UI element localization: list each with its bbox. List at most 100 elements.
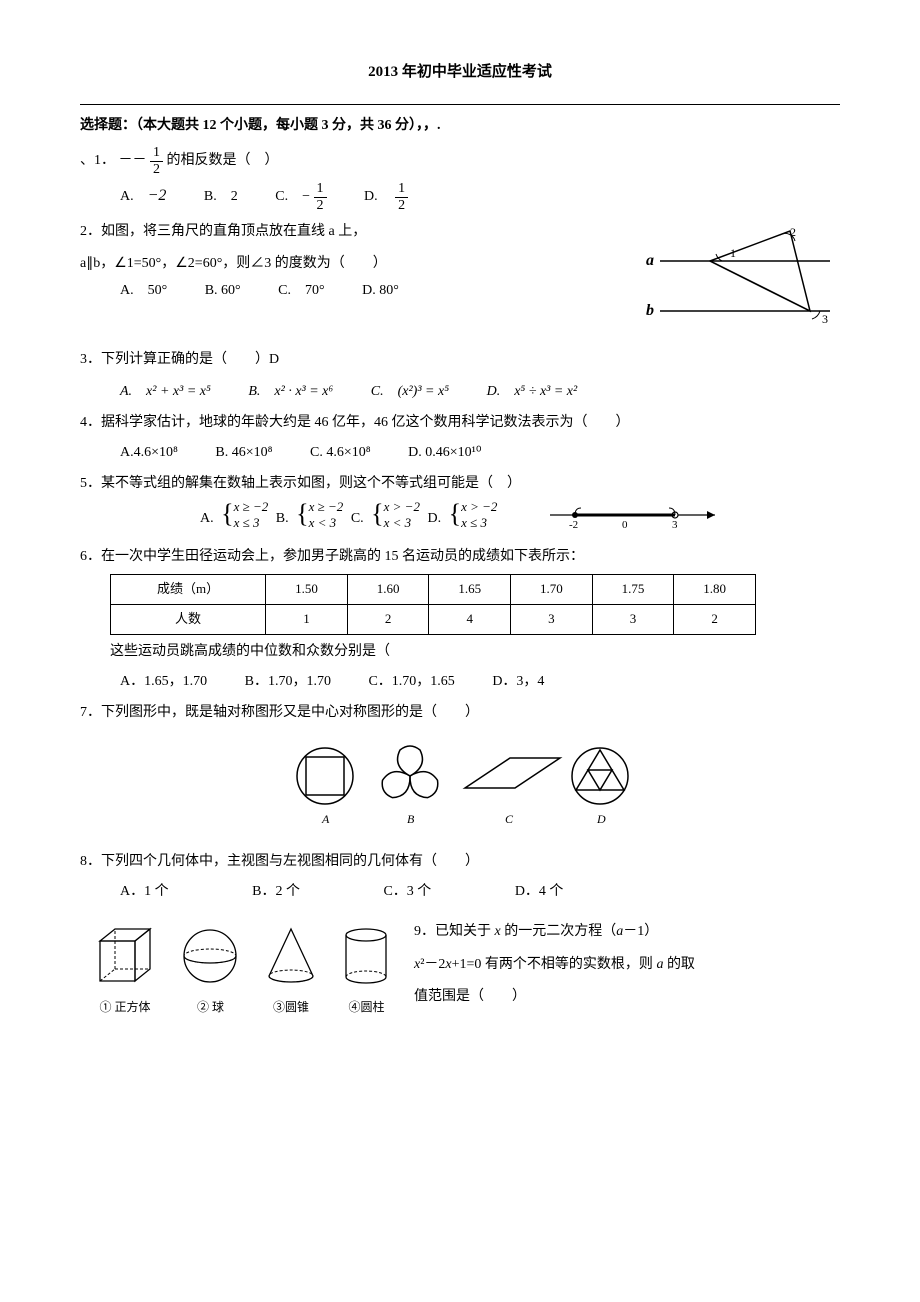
solid-cylinder: ④圆柱	[339, 921, 394, 1016]
q1-frac-num: 1	[150, 145, 163, 161]
section-intro: 选择题：（本大题共 12 个小题，每小题 3 分，共 36 分），，.	[80, 115, 840, 137]
title-rule	[80, 104, 840, 105]
q9l1a: 9．已知关于	[414, 924, 495, 939]
nl-a: -2	[569, 519, 578, 530]
nl-c: 3	[672, 519, 678, 530]
q8-opt-c: C．3 个	[383, 881, 431, 903]
question-4: 4．据科学家估计，地球的年龄大约是 46 亿年，46 亿这个数用科学记数法表示为…	[80, 412, 840, 465]
solid3-label: ③圆锥	[261, 998, 321, 1017]
r2: 2	[347, 605, 429, 635]
q5-sys-d: { x > −2x ≤ 3	[449, 499, 498, 530]
table-row: 成绩（m） 1.50 1.60 1.65 1.70 1.75 1.80	[111, 575, 756, 605]
q4-opt-d: D. 0.46×10¹⁰	[408, 442, 481, 464]
q8-opt-d: D．4 个	[515, 881, 564, 903]
q4-opt-c: C. 4.6×10⁸	[310, 442, 371, 464]
q5-sys-c: { x > −2x < 3	[371, 499, 420, 530]
question-2: 2．如图，将三角尺的直角顶点放在直线 a 上， a∥b，∠1=50°，∠2=60…	[80, 221, 840, 341]
q1-options: A. −2 B. 2 C. − 1 2 D. 1 2	[120, 181, 840, 213]
q8-solids: ① 正方体 ② 球 ③圆锥	[90, 921, 394, 1016]
q7-ld: D	[596, 812, 606, 826]
solid1-label: ① 正方体	[90, 998, 160, 1017]
intro-text: 选择题：（本大题共 12 个小题，每小题 3 分，共 36 分），，.	[80, 118, 441, 133]
nl-b: 0	[622, 519, 628, 530]
q8-options: A．1 个 B．2 个 C．3 个 D．4 个	[120, 881, 840, 903]
q6-stem: 6．在一次中学生田径运动会上，参加男子跳高的 15 名运动员的成绩如下表所示：	[80, 546, 840, 568]
q7-lc: C	[505, 812, 514, 826]
q8-opt-b: B．2 个	[252, 881, 300, 903]
q7-lb: B	[407, 812, 415, 826]
q2-b-label: b	[646, 302, 654, 319]
q6-opt-b: B．1.70，1.70	[245, 671, 331, 693]
question-5: 5．某不等式组的解集在数轴上表示如图，则这个不等式组可能是（ ） A. { x …	[80, 473, 840, 539]
q5a1: x ≥ −2	[234, 499, 269, 515]
th6: 1.80	[674, 575, 756, 605]
q1-frac: 1 2	[150, 145, 163, 177]
q5c2: x < 3	[384, 515, 420, 531]
q1-opt-b: B. 2	[204, 186, 238, 208]
q1c-pre: C. −	[275, 189, 310, 204]
th4: 1.70	[511, 575, 593, 605]
q3-stem: 3．下列计算正确的是（ ）D	[80, 349, 840, 371]
q1d-den: 2	[395, 198, 408, 213]
q2-line1: 2．如图，将三角尺的直角顶点放在直线 a 上，	[80, 221, 640, 243]
q7-la: A	[321, 812, 330, 826]
q1-stem-a: －－	[119, 154, 147, 169]
question-1: 、1． －－ 1 2 的相反数是（ ） A. −2 B. 2 C. − 1 2 …	[80, 145, 840, 213]
solid-cube: ① 正方体	[90, 921, 160, 1016]
q6-opt-d: D．3，4	[492, 671, 544, 693]
q1a-val: −2	[148, 187, 167, 204]
th0: 成绩（m）	[111, 575, 266, 605]
solid2-label: ② 球	[178, 998, 243, 1017]
q6-table: 成绩（m） 1.50 1.60 1.65 1.70 1.75 1.80 人数 1…	[110, 574, 756, 635]
q1-opt-c: C. − 1 2	[275, 181, 326, 213]
q5-ld: D.	[427, 511, 441, 526]
q2-ang1-label: 1	[730, 246, 736, 260]
r0: 人数	[111, 605, 266, 635]
q2-opt-a: A. 50°	[120, 280, 167, 302]
q5-numberline: -2 0 3	[545, 500, 725, 538]
q9l2d: +1=0 有两个不相等的实数根，则	[452, 957, 657, 972]
r6: 2	[674, 605, 756, 635]
q9l2b: ²－2	[420, 957, 445, 972]
q3-options: A. x² + x³ = x⁵ B. x² · x³ = x⁶ C. (x²)³…	[120, 381, 840, 403]
q5-sys-b: { x ≥ −2x < 3	[296, 499, 343, 530]
q2-ang2-label: 2	[790, 225, 796, 239]
th5: 1.75	[592, 575, 674, 605]
q2-opt-d: D. 80°	[362, 280, 399, 302]
q5d1: x > −2	[461, 499, 497, 515]
q1d-frac: 1 2	[395, 181, 408, 213]
q6-options: A．1.65，1.70 B．1.70，1.70 C．1.70，1.65 D．3，…	[120, 671, 840, 693]
q1d-num: 1	[395, 181, 408, 197]
q9l1c: －1）	[623, 924, 658, 939]
q9-line2: x²－2x+1=0 有两个不相等的实数根，则 a 的取	[414, 954, 840, 976]
q7-stem: 7．下列图形中，既是轴对称图形又是中心对称图形的是（ ）	[80, 702, 840, 724]
question-8: 8．下列四个几何体中，主视图与左视图相同的几何体有（ ） A．1 个 B．2 个…	[80, 851, 840, 1017]
q1-prefix: 、1．	[80, 154, 115, 169]
q4-opt-a: A.4.6×10⁸	[120, 442, 178, 464]
q3-opt-d: D. x⁵ ÷ x³ = x²	[487, 381, 578, 403]
solid-sphere: ② 球	[178, 921, 243, 1016]
q4-stem: 4．据科学家估计，地球的年龄大约是 46 亿年，46 亿这个数用科学记数法表示为…	[80, 412, 840, 434]
question-3: 3．下列计算正确的是（ ）D A. x² + x³ = x⁵ B. x² · x…	[80, 349, 840, 404]
q4-options: A.4.6×10⁸ B. 46×10⁸ C. 4.6×10⁸ D. 0.46×1…	[120, 442, 840, 464]
th2: 1.60	[347, 575, 429, 605]
q2-ang3-label: 3	[822, 312, 828, 326]
q3-opt-c: C. (x²)³ = x⁵	[371, 381, 449, 403]
q5d2: x ≤ 3	[461, 515, 497, 531]
r4: 3	[511, 605, 593, 635]
page-title: 2013 年初中毕业适应性考试	[80, 60, 840, 84]
q5c1: x > −2	[384, 499, 420, 515]
q8-stem: 8．下列四个几何体中，主视图与左视图相同的几何体有（ ）	[80, 851, 840, 873]
q5b2: x < 3	[309, 515, 344, 531]
question-7: 7．下列图形中，既是轴对称图形又是中心对称图形的是（ ） A B C D	[80, 702, 840, 837]
q5-options: A. { x ≥ −2x ≤ 3 B. { x ≥ −2x < 3 C. { x…	[200, 499, 840, 538]
q6-opt-a: A．1.65，1.70	[120, 671, 207, 693]
q1c-frac: 1 2	[314, 181, 327, 213]
q4-opt-b: B. 46×10⁸	[215, 442, 272, 464]
q1d-pre: D.	[364, 189, 392, 204]
q5b1: x ≥ −2	[309, 499, 344, 515]
q9-line3: 值范围是（ ）	[414, 986, 840, 1008]
q1a-pre: A.	[120, 189, 148, 204]
question-9: 9．已知关于 x 的一元二次方程（a－1） x²－2x+1=0 有两个不相等的实…	[414, 921, 840, 1008]
q8-opt-a: A．1 个	[120, 881, 169, 903]
